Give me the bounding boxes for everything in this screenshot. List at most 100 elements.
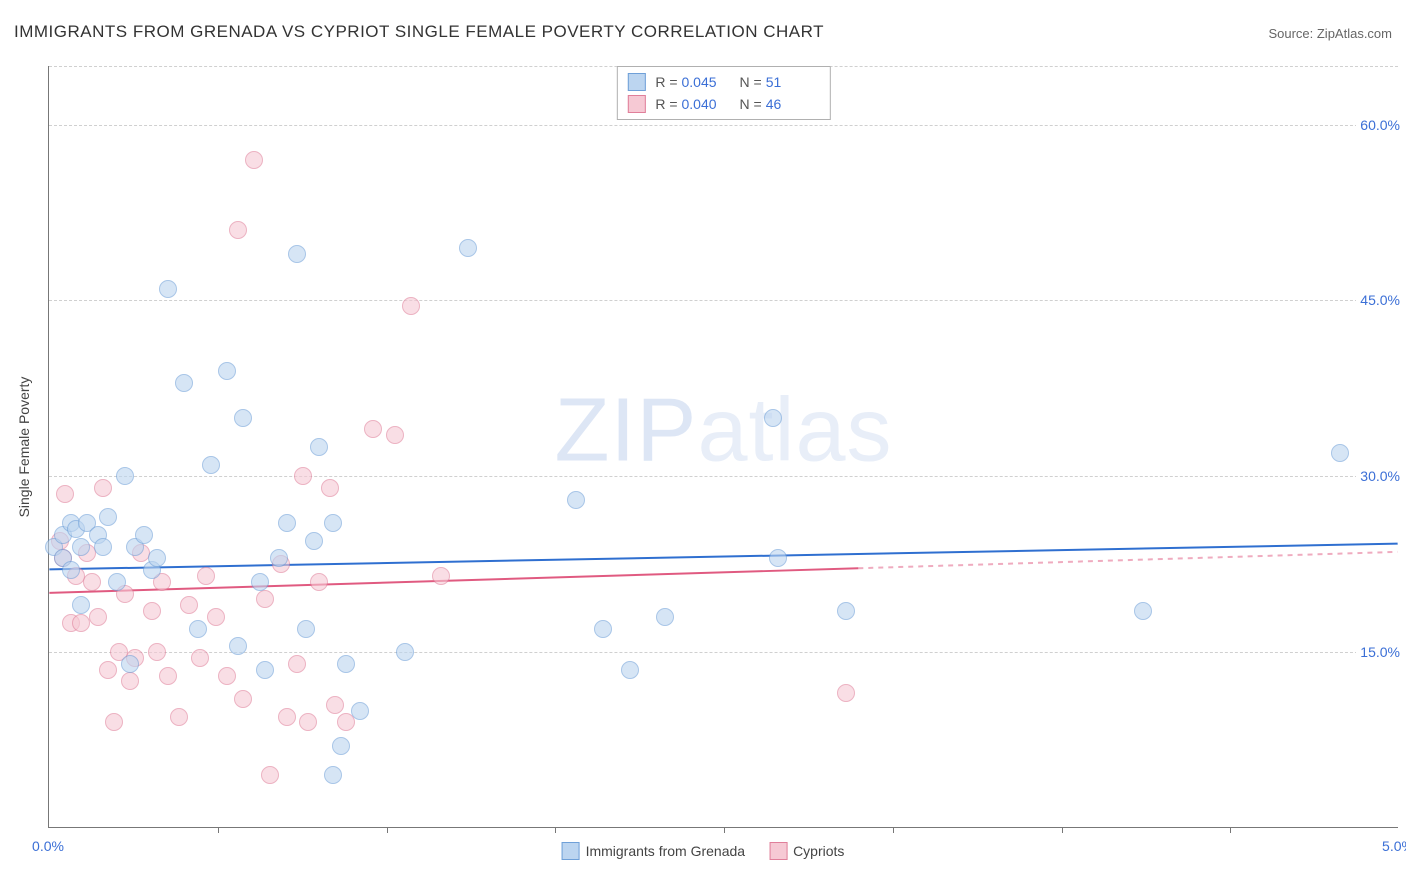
scatter-point [148,643,166,661]
scatter-point [278,708,296,726]
scatter-point [234,409,252,427]
scatter-point [121,655,139,673]
scatter-point [229,221,247,239]
scatter-point [567,491,585,509]
scatter-point [207,608,225,626]
scatter-point [594,620,612,638]
scatter-point [402,297,420,315]
x-tick [893,827,894,833]
gridline-horizontal [49,125,1398,126]
x-tick-label: 0.0% [32,838,64,854]
scatter-point [245,151,263,169]
scatter-point [1331,444,1349,462]
watermark: ZIPatlas [554,380,892,483]
legend-series: Immigrants from Grenada Cypriots [562,842,845,860]
watermark-zip: ZIP [554,381,697,481]
legend-r-value: 0.045 [682,74,726,90]
gridline-horizontal [49,300,1398,301]
y-tick-label: 30.0% [1356,468,1400,484]
scatter-point [108,573,126,591]
scatter-point [321,479,339,497]
scatter-point [396,643,414,661]
scatter-point [351,702,369,720]
scatter-point [121,672,139,690]
scatter-point [326,696,344,714]
scatter-point [1134,602,1152,620]
scatter-point [386,426,404,444]
scatter-point [83,573,101,591]
legend-swatch [769,842,787,860]
legend-n-value: 51 [766,74,810,90]
source-attribution: Source: ZipAtlas.com [1268,26,1392,41]
y-tick-label: 15.0% [1356,644,1400,660]
legend-row: R = 0.040N = 46 [627,93,819,115]
regression-lines [49,66,1398,827]
scatter-point [294,467,312,485]
scatter-point [278,514,296,532]
legend-item: Immigrants from Grenada [562,842,746,860]
scatter-point [72,538,90,556]
legend-swatch [627,95,645,113]
scatter-point [251,573,269,591]
scatter-point [764,409,782,427]
scatter-point [105,713,123,731]
gridline-horizontal [49,652,1398,653]
scatter-point [202,456,220,474]
scatter-point [62,561,80,579]
chart-title: IMMIGRANTS FROM GRENADA VS CYPRIOT SINGL… [14,22,824,42]
source-link[interactable]: ZipAtlas.com [1317,26,1392,41]
scatter-point [218,667,236,685]
scatter-point [305,532,323,550]
scatter-point [837,602,855,620]
legend-series-name: Immigrants from Grenada [586,843,746,859]
scatter-point [324,766,342,784]
scatter-point [148,549,166,567]
scatter-point [299,713,317,731]
x-tick [1062,827,1063,833]
legend-item: Cypriots [769,842,844,860]
scatter-point [459,239,477,257]
scatter-point [94,479,112,497]
y-tick-label: 60.0% [1356,117,1400,133]
plot-area: ZIPatlas R = 0.045N = 51R = 0.040N = 46 … [48,66,1398,828]
scatter-point [56,485,74,503]
x-tick [387,827,388,833]
scatter-point [310,573,328,591]
scatter-point [197,567,215,585]
scatter-point [656,608,674,626]
scatter-point [229,637,247,655]
x-tick [1230,827,1231,833]
scatter-point [324,514,342,532]
scatter-point [297,620,315,638]
scatter-point [256,661,274,679]
legend-row: R = 0.045N = 51 [627,71,819,93]
x-tick-label: 5.0% [1382,838,1406,854]
scatter-point [270,549,288,567]
scatter-point [89,608,107,626]
scatter-point [288,655,306,673]
scatter-point [116,467,134,485]
scatter-point [99,661,117,679]
scatter-point [234,690,252,708]
scatter-point [332,737,350,755]
legend-n-label: N = [740,96,762,112]
legend-n-value: 46 [766,96,810,112]
gridline-horizontal [49,476,1398,477]
scatter-point [72,596,90,614]
scatter-point [175,374,193,392]
legend-correlation: R = 0.045N = 51R = 0.040N = 46 [616,66,830,120]
x-tick [555,827,556,833]
scatter-point [191,649,209,667]
scatter-point [180,596,198,614]
scatter-point [189,620,207,638]
scatter-point [621,661,639,679]
scatter-point [337,655,355,673]
legend-r-value: 0.040 [682,96,726,112]
scatter-point [364,420,382,438]
scatter-point [432,567,450,585]
scatter-point [170,708,188,726]
legend-swatch [562,842,580,860]
scatter-point [256,590,274,608]
watermark-atlas: atlas [697,381,892,481]
scatter-point [261,766,279,784]
